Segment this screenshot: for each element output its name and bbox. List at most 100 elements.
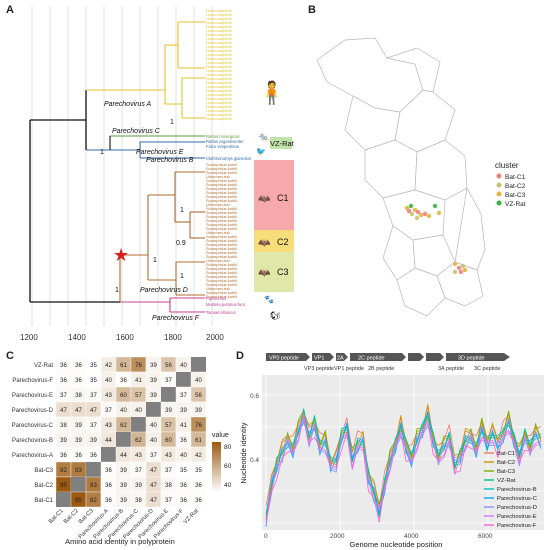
leaf-label: Unknown-bat bbox=[206, 258, 230, 263]
map-legend-title: cluster bbox=[495, 161, 519, 170]
leaf-label: Falco vespertinus bbox=[206, 144, 239, 149]
legend-label: Bat-C2 bbox=[505, 183, 526, 190]
heatmap-value: 62 bbox=[135, 438, 142, 444]
axis-tick: 1600 bbox=[116, 333, 134, 342]
heatmap-value: 39 bbox=[120, 498, 127, 504]
heatmap-row-label: Bat-C2 bbox=[34, 483, 53, 489]
legend-swatch bbox=[496, 182, 502, 188]
heatmap-cell bbox=[146, 402, 161, 417]
leaf-label: Homo sapiens bbox=[206, 88, 232, 93]
heatmap-value: 43 bbox=[105, 423, 112, 429]
heatmap-value: 40 bbox=[150, 423, 157, 429]
heatmap-value: 37 bbox=[90, 423, 97, 429]
heatmap-cell bbox=[101, 447, 116, 462]
heatmap-value: 44 bbox=[120, 453, 127, 459]
heatmap-cell bbox=[56, 492, 71, 507]
heatmap-row-label: Parechovirus-A bbox=[12, 453, 53, 459]
heatmap-value: 47 bbox=[150, 483, 157, 489]
map-point bbox=[406, 208, 412, 214]
map-point bbox=[422, 211, 428, 217]
y-axis-label: Nucleotide identity bbox=[239, 422, 248, 484]
heatmap-value: 61 bbox=[120, 363, 127, 369]
leaf-label: Homo sapiens bbox=[206, 104, 232, 109]
heatmap-cell bbox=[71, 477, 86, 492]
vz-rat-box bbox=[270, 137, 292, 149]
map-point bbox=[414, 215, 420, 221]
colorbar-tick: 80 bbox=[224, 444, 232, 451]
panel-label-d: D bbox=[236, 350, 244, 362]
heatmap-value: 35 bbox=[90, 363, 97, 369]
genome-label: 3D peptide bbox=[458, 356, 485, 362]
leaf-label: Scotophilus kuhlii bbox=[206, 250, 237, 255]
heatmap-value: 35 bbox=[90, 378, 97, 384]
leaf-label: Scotophilus kuhlii bbox=[206, 226, 237, 231]
identity-line bbox=[265, 404, 542, 521]
x-tick: 0 bbox=[264, 533, 268, 540]
heatmap-value: 43 bbox=[165, 453, 172, 459]
leaf-label: Homo sapiens bbox=[206, 12, 232, 17]
heatmap-value: 36 bbox=[195, 498, 202, 504]
map-legend: Bat-C1 Bat-C2 Bat-C3 VZ-Rat bbox=[496, 173, 526, 208]
heatmap-value: 36 bbox=[105, 483, 112, 489]
genome-label: VP1 bbox=[314, 356, 324, 362]
legend-label: Parechovirus-D bbox=[497, 505, 537, 511]
heatmap-value: 36 bbox=[75, 453, 82, 459]
heatmap-value: 39 bbox=[75, 438, 82, 444]
heatmap-value: 37 bbox=[60, 393, 67, 399]
heatmap-value: 56 bbox=[195, 393, 202, 399]
ancestor-star-icon: ★ bbox=[113, 245, 129, 265]
leaf-label: Unknown-bat bbox=[206, 202, 230, 207]
rodent-icon: 🐀 bbox=[258, 132, 270, 142]
leaf-label: Scotophilus kuhlii bbox=[206, 238, 237, 243]
genome-label: 2B peptide bbox=[368, 366, 394, 372]
identity-heatmap-panel: VZ-Rat 36 36 35 42 61 76 39 56 40 Parechovirus-F 36… bbox=[12, 356, 232, 546]
heatmap-value: 36 bbox=[120, 378, 127, 384]
colorbar-tick: 60 bbox=[224, 463, 232, 470]
heatmap-cell bbox=[86, 462, 101, 477]
human-icon: 🧍 bbox=[258, 80, 285, 105]
bird-icon: 🐦 bbox=[256, 147, 266, 156]
map-point bbox=[418, 212, 424, 218]
heatmap-value: 43 bbox=[135, 453, 142, 459]
map-point bbox=[432, 203, 438, 209]
leaf-label: Scotophilus kuhlii bbox=[206, 198, 237, 203]
heatmap-value: 39 bbox=[165, 408, 172, 414]
axis-tick: 2000 bbox=[206, 333, 224, 342]
ferret-icon: 🐾 bbox=[264, 295, 274, 304]
map-point bbox=[456, 265, 462, 271]
colorbar-tick: 40 bbox=[224, 482, 232, 489]
leaf-label: Homo sapiens bbox=[206, 24, 232, 29]
heatmap-value: 61 bbox=[195, 438, 202, 444]
leaf-label: Unknown-bat bbox=[206, 230, 230, 235]
heatmap-value: 36 bbox=[60, 453, 67, 459]
heatmap-value: 39 bbox=[90, 438, 97, 444]
leaf-label: Homo sapiens bbox=[206, 84, 232, 89]
heatmap-value: 38 bbox=[75, 393, 82, 399]
clade-label-a: Parechovirus A bbox=[104, 101, 152, 108]
heatmap-value: 95 bbox=[60, 483, 67, 489]
leaf-label: Homo sapiens bbox=[206, 72, 232, 77]
heatmap-value: 39 bbox=[75, 423, 82, 429]
map-point bbox=[452, 261, 458, 267]
leaf-label: Scotophilus kuhlii bbox=[206, 266, 237, 271]
heatmap-value: 76 bbox=[195, 423, 202, 429]
leaf-label: Scotophilus kuhlii bbox=[206, 270, 237, 275]
leaf-label: Homo sapiens bbox=[206, 116, 232, 121]
leaf-label: Homo sapiens bbox=[206, 92, 232, 97]
leaf-label: Pipistrellus bbox=[206, 296, 226, 301]
heatmap-value: 40 bbox=[150, 438, 157, 444]
heatmap-colorbar bbox=[212, 442, 221, 492]
heatmap-row-label: Parechovirus-B bbox=[12, 438, 53, 444]
leaf-label: Homo sapiens bbox=[206, 100, 232, 105]
heatmap-value: 41 bbox=[180, 423, 187, 429]
cluster-box-c3 bbox=[254, 252, 294, 292]
leaf-label: Scotophilus kuhlii bbox=[206, 234, 237, 239]
leaf-label: Scotophilus kuhlii bbox=[206, 170, 237, 175]
heatmap-value: 39 bbox=[150, 363, 157, 369]
legend-label: Parechovirus-B bbox=[497, 487, 537, 493]
leaf-label: Homo sapiens bbox=[206, 16, 232, 21]
heatmap-value: 40 bbox=[180, 363, 187, 369]
heatmap-value: 40 bbox=[195, 378, 202, 384]
leaf-label: Unknown-bat bbox=[206, 286, 230, 291]
